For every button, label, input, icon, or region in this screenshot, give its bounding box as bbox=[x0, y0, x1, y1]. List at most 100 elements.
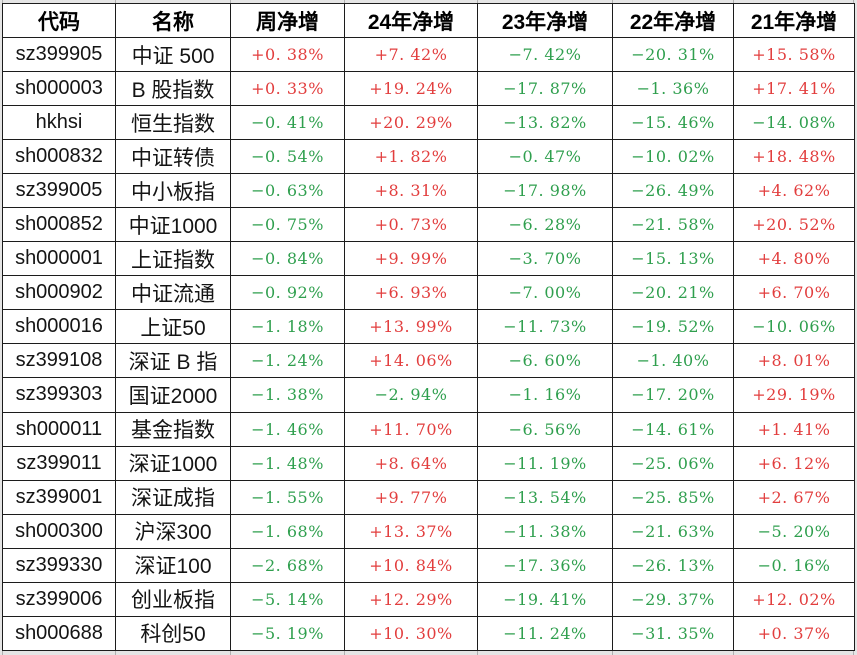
cell-index-name: 深证 B 指 bbox=[115, 343, 231, 379]
sheet-background-top bbox=[0, 0, 857, 3]
cell-index-code: sh000003 bbox=[2, 71, 116, 107]
cell-2024-net-change: +9. 77% bbox=[344, 479, 478, 515]
cell-index-code: sh000001 bbox=[2, 241, 116, 277]
cell-week-net-change: −0. 63% bbox=[230, 173, 345, 209]
sheet-gridline-tick bbox=[477, 0, 478, 3]
cell-2023-net-change: −6. 56% bbox=[477, 411, 613, 447]
cell-week-net-change: +0. 38% bbox=[230, 36, 345, 73]
cell-2021-net-change: +29. 19% bbox=[733, 377, 855, 413]
cell-2021-net-change: +1. 41% bbox=[733, 411, 855, 447]
cell-index-name: 深证成指 bbox=[115, 479, 231, 515]
cell-2022-net-change: −26. 13% bbox=[612, 547, 734, 583]
table-row: sz399330 深证100 −2. 68% +10. 84% −17. 36%… bbox=[2, 547, 855, 583]
cell-2022-net-change: −21. 63% bbox=[612, 513, 734, 549]
col-header-name: 名称 bbox=[115, 3, 231, 38]
cell-index-name: 创业板指 bbox=[115, 581, 231, 617]
sheet-gridline-tick bbox=[115, 0, 116, 3]
cell-2024-net-change: +11. 70% bbox=[344, 411, 478, 447]
cell-index-code: sz399330 bbox=[2, 547, 116, 583]
cell-2024-net-change: +6. 93% bbox=[344, 275, 478, 311]
sheet-gridline-tick bbox=[612, 651, 613, 655]
cell-index-name: 中证1000 bbox=[115, 207, 231, 243]
cell-2021-net-change: +4. 80% bbox=[733, 241, 855, 277]
col-header-2024-net-change: 24年净增 bbox=[344, 3, 478, 38]
cell-2023-net-change: −13. 54% bbox=[477, 479, 613, 515]
cell-2022-net-change: −1. 36% bbox=[612, 71, 734, 107]
table-row: hkhsi 恒生指数 −0. 41% +20. 29% −13. 82% −15… bbox=[2, 105, 855, 141]
cell-week-net-change: −1. 24% bbox=[230, 343, 345, 379]
cell-2022-net-change: −26. 49% bbox=[612, 173, 734, 209]
table-row: sz399303 国证2000 −1. 38% −2. 94% −1. 16% … bbox=[2, 377, 855, 413]
cell-index-name: 中证转债 bbox=[115, 139, 231, 175]
cell-index-name: 基金指数 bbox=[115, 411, 231, 447]
cell-week-net-change: −2. 68% bbox=[230, 547, 345, 583]
cell-2024-net-change: +8. 64% bbox=[344, 445, 478, 481]
col-header-week-net-change: 周净增 bbox=[230, 3, 345, 38]
cell-2021-net-change: +0. 37% bbox=[733, 615, 855, 652]
sheet-gridline-tick bbox=[344, 651, 345, 655]
cell-week-net-change: −1. 38% bbox=[230, 377, 345, 413]
cell-2023-net-change: −11. 19% bbox=[477, 445, 613, 481]
cell-2023-net-change: −6. 60% bbox=[477, 343, 613, 379]
table-row: sh000011 基金指数 −1. 46% +11. 70% −6. 56% −… bbox=[2, 411, 855, 447]
cell-2021-net-change: +6. 70% bbox=[733, 275, 855, 311]
cell-2021-net-change: +20. 52% bbox=[733, 207, 855, 243]
sheet-gridline-tick bbox=[2, 0, 3, 3]
cell-index-code: sz399905 bbox=[2, 36, 116, 73]
cell-2023-net-change: −13. 82% bbox=[477, 105, 613, 141]
cell-2023-net-change: −17. 36% bbox=[477, 547, 613, 583]
table-row: sh000300 沪深300 −1. 68% +13. 37% −11. 38%… bbox=[2, 513, 855, 549]
cell-2024-net-change: +10. 84% bbox=[344, 547, 478, 583]
cell-index-name: 中证流通 bbox=[115, 275, 231, 311]
cell-week-net-change: −0. 54% bbox=[230, 139, 345, 175]
sheet-gridline-tick bbox=[733, 0, 734, 3]
cell-index-code: sh000300 bbox=[2, 513, 116, 549]
cell-2023-net-change: −0. 47% bbox=[477, 139, 613, 175]
cell-index-code: sh000016 bbox=[2, 309, 116, 345]
cell-2021-net-change: +15. 58% bbox=[733, 36, 855, 73]
cell-index-name: B 股指数 bbox=[115, 71, 231, 107]
cell-week-net-change: −1. 55% bbox=[230, 479, 345, 515]
cell-2023-net-change: −6. 28% bbox=[477, 207, 613, 243]
cell-2022-net-change: −15. 46% bbox=[612, 105, 734, 141]
cell-2022-net-change: −19. 52% bbox=[612, 309, 734, 345]
table-row: sz399108 深证 B 指 −1. 24% +14. 06% −6. 60%… bbox=[2, 343, 855, 379]
cell-2022-net-change: −17. 20% bbox=[612, 377, 734, 413]
col-header-2021-net-change: 21年净增 bbox=[733, 3, 855, 38]
cell-2021-net-change: +12. 02% bbox=[733, 581, 855, 617]
cell-index-name: 国证2000 bbox=[115, 377, 231, 413]
cell-index-name: 恒生指数 bbox=[115, 105, 231, 141]
cell-index-code: hkhsi bbox=[2, 105, 116, 141]
table-row: sz399905 中证 500 +0. 38% +7. 42% −7. 42% … bbox=[2, 36, 855, 73]
cell-2024-net-change: +0. 73% bbox=[344, 207, 478, 243]
cell-2022-net-change: −21. 58% bbox=[612, 207, 734, 243]
table-row: sh000852 中证1000 −0. 75% +0. 73% −6. 28% … bbox=[2, 207, 855, 243]
cell-index-code: sz399001 bbox=[2, 479, 116, 515]
cell-2022-net-change: −14. 61% bbox=[612, 411, 734, 447]
cell-index-name: 中证 500 bbox=[115, 36, 231, 73]
sheet-gridline-tick bbox=[612, 0, 613, 3]
cell-2024-net-change: −2. 94% bbox=[344, 377, 478, 413]
cell-2023-net-change: −11. 38% bbox=[477, 513, 613, 549]
cell-week-net-change: −0. 92% bbox=[230, 275, 345, 311]
cell-2021-net-change: −5. 20% bbox=[733, 513, 855, 549]
table-row: sz399005 中小板指 −0. 63% +8. 31% −17. 98% −… bbox=[2, 173, 855, 209]
cell-2022-net-change: −25. 06% bbox=[612, 445, 734, 481]
table-body: sz399905 中证 500 +0. 38% +7. 42% −7. 42% … bbox=[2, 36, 855, 652]
cell-week-net-change: −1. 46% bbox=[230, 411, 345, 447]
cell-index-code: sh000832 bbox=[2, 139, 116, 175]
cell-week-net-change: +0. 33% bbox=[230, 71, 345, 107]
cell-index-name: 深证100 bbox=[115, 547, 231, 583]
table-row: sh000003 B 股指数 +0. 33% +19. 24% −17. 87%… bbox=[2, 71, 855, 107]
sheet-gridline-tick bbox=[230, 651, 231, 655]
cell-2022-net-change: −15. 13% bbox=[612, 241, 734, 277]
col-header-code: 代码 bbox=[2, 3, 116, 38]
cell-2022-net-change: −1. 40% bbox=[612, 343, 734, 379]
cell-week-net-change: −5. 14% bbox=[230, 581, 345, 617]
cell-2021-net-change: +4. 62% bbox=[733, 173, 855, 209]
cell-2023-net-change: −17. 98% bbox=[477, 173, 613, 209]
cell-2024-net-change: +13. 99% bbox=[344, 309, 478, 345]
cell-week-net-change: −0. 41% bbox=[230, 105, 345, 141]
table-row: sh000688 科创50 −5. 19% +10. 30% −11. 24% … bbox=[2, 615, 855, 652]
cell-week-net-change: −0. 84% bbox=[230, 241, 345, 277]
